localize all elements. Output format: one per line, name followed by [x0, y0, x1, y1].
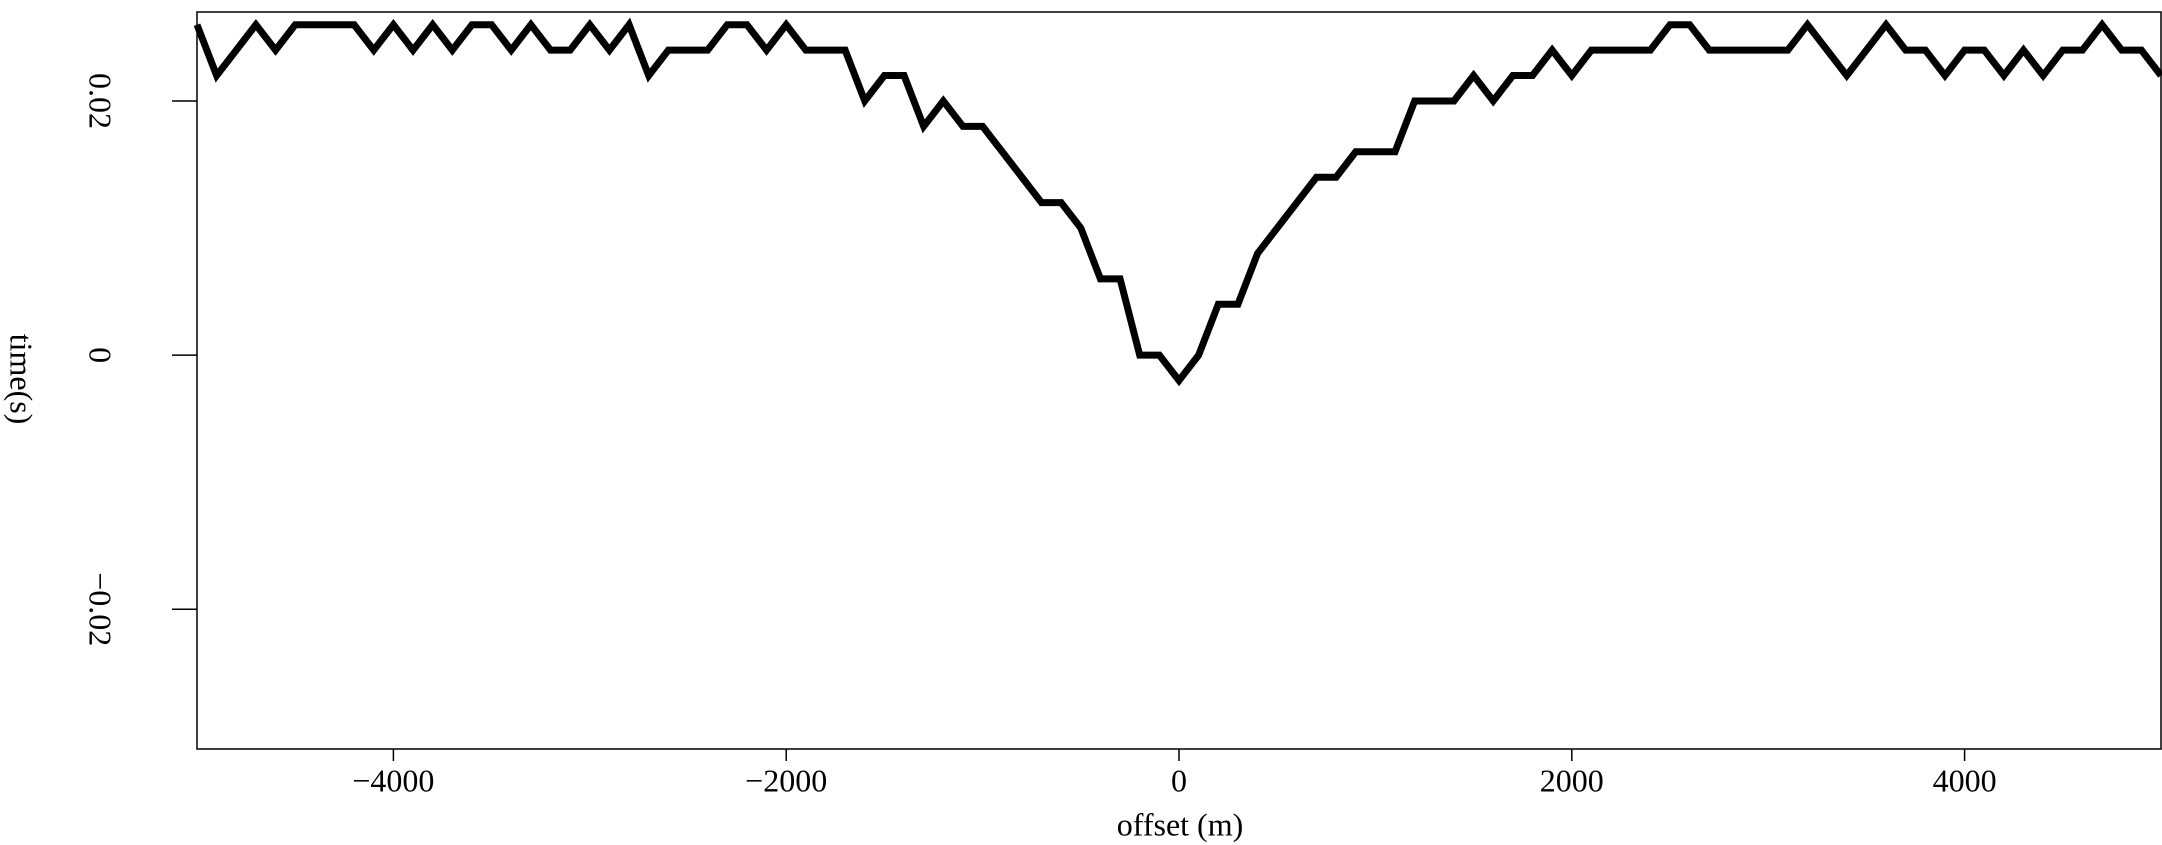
data-line — [193, 17, 2162, 387]
y-tick-label: 0.02 — [83, 73, 119, 129]
x-tick-label: 0 — [1171, 762, 1187, 798]
x-tick-label: 4000 — [1933, 762, 1997, 798]
x-axis-label: offset (m) — [1117, 806, 1243, 842]
x-tick-label: −2000 — [745, 762, 827, 798]
y-tick-label: 0 — [83, 347, 119, 363]
y-tick-label: −0.02 — [83, 572, 119, 646]
x-tick-label: −4000 — [352, 762, 434, 798]
y-axis-label: time(s) — [4, 334, 40, 425]
x-tick-label: 2000 — [1540, 762, 1604, 798]
